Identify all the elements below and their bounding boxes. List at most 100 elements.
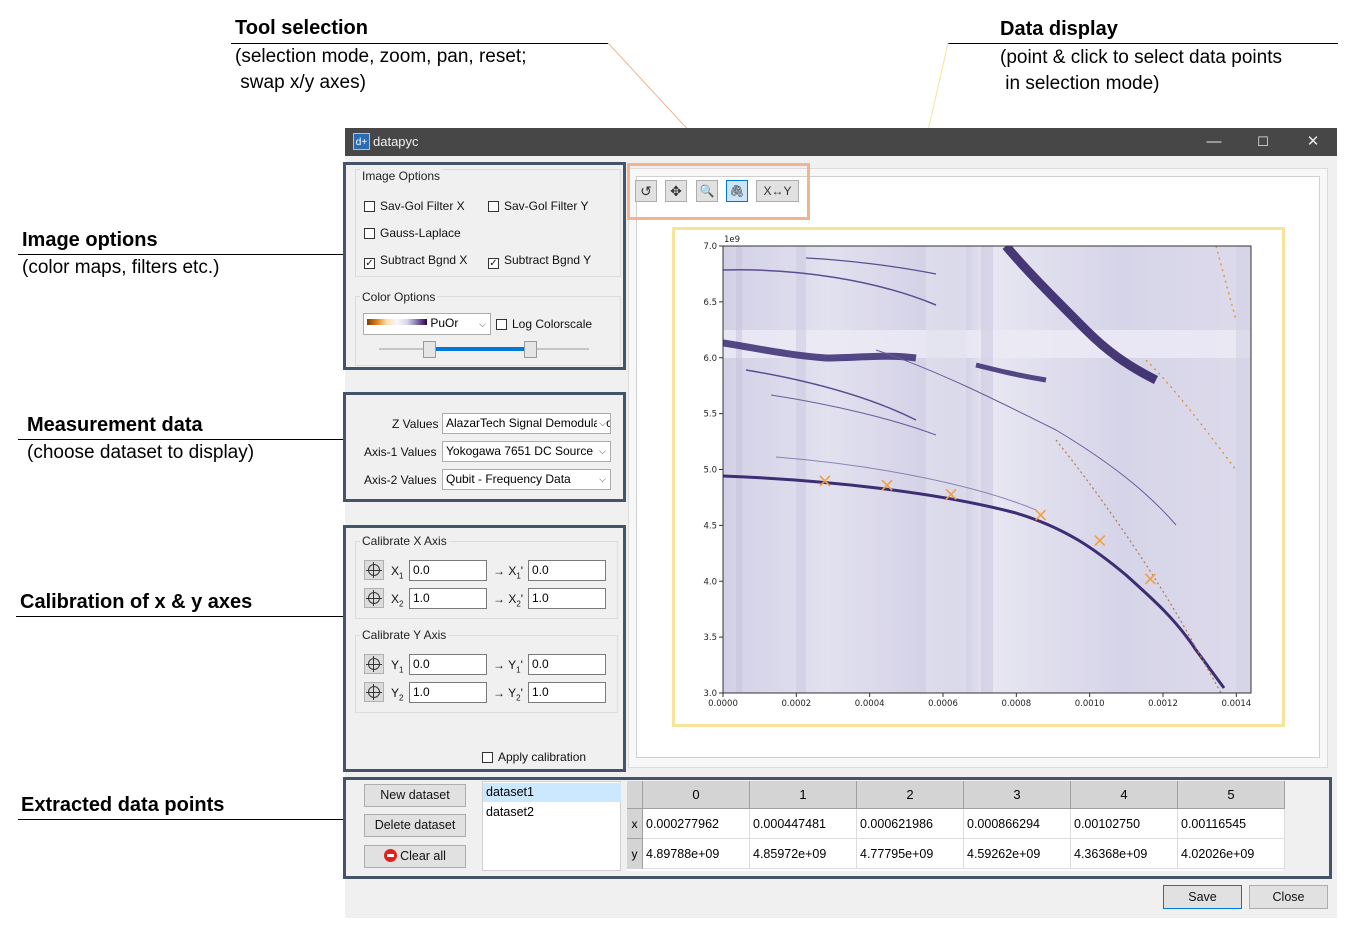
- y2-input[interactable]: 1.0: [409, 682, 487, 703]
- highlight-measurement-data: [343, 392, 626, 502]
- table-cell-y[interactable]: 4.89788e+09: [643, 839, 750, 869]
- colormap-select[interactable]: PuOr ⌵: [363, 313, 491, 335]
- annotation-extracted-title: Extracted data points: [21, 794, 225, 816]
- pan-button[interactable]: ✥: [665, 180, 687, 202]
- log-colorscale-checkbox[interactable]: Log Colorscale: [496, 317, 592, 331]
- table-row-header-x[interactable]: x: [627, 809, 643, 839]
- data-plot[interactable]: 1e9 0.0000 0.0002 0.0004 0.0006 0.0008 0.0010…: [676, 230, 1282, 723]
- table-row-header-y[interactable]: y: [627, 839, 643, 869]
- table-cell-x[interactable]: 0.000447481: [750, 809, 857, 839]
- savgol-y-checkbox[interactable]: Sav-Gol Filter Y: [488, 199, 588, 213]
- x-tick-label: 0.0010: [1075, 699, 1105, 709]
- dataset-list[interactable]: dataset1 dataset2: [482, 781, 621, 871]
- zoom-button[interactable]: 🔍: [696, 180, 718, 202]
- dataset-list-item[interactable]: dataset2: [486, 805, 534, 819]
- color-options-group: Color Options: [355, 290, 621, 366]
- selected-point-marker[interactable]: [945, 488, 957, 500]
- y1-input[interactable]: 0.0: [409, 654, 487, 675]
- table-cell-x[interactable]: 0.00116545: [1178, 809, 1285, 839]
- selected-point-marker[interactable]: [1035, 509, 1047, 521]
- new-dataset-button[interactable]: New dataset: [364, 784, 466, 807]
- table-column-header[interactable]: 3: [964, 781, 1071, 809]
- savgol-x-checkbox[interactable]: Sav-Gol Filter X: [364, 199, 465, 213]
- subtract-bgnd-y-checkbox[interactable]: ✓ Subtract Bgnd Y: [488, 253, 592, 269]
- y2-prime-label: → Y2': [493, 686, 523, 703]
- minimize-button[interactable]: —: [1206, 133, 1222, 150]
- calibrate-x-group: Calibrate X Axis: [355, 534, 618, 619]
- table-column-header[interactable]: 5: [1178, 781, 1285, 809]
- window-title: datapyc: [373, 134, 419, 149]
- table-column-header[interactable]: 4: [1071, 781, 1178, 809]
- annotation-underline: [18, 254, 345, 255]
- x2-pick-target-icon[interactable]: [364, 588, 384, 608]
- save-button[interactable]: Save: [1163, 885, 1242, 909]
- table-cell-y[interactable]: 4.02026e+09: [1178, 839, 1285, 869]
- y1-prime-input[interactable]: 0.0: [528, 654, 606, 675]
- highlight-extracted-points: [343, 777, 1332, 879]
- x-axis: 0.0000 0.0002 0.0004 0.0006 0.0008 0.0010 0.00…: [708, 693, 1251, 709]
- selected-point-marker[interactable]: [881, 479, 893, 491]
- selected-point-marker[interactable]: [1144, 573, 1156, 585]
- annotation-underline: [231, 43, 608, 44]
- color-range-max-handle[interactable]: [524, 341, 537, 358]
- y-axis: 3.0 3.5 4.0 4.5 5.0 5.5 6.0 6.5 7.0: [703, 242, 723, 699]
- table-cell-y[interactable]: 4.85972e+09: [750, 839, 857, 869]
- close-window-button[interactable]: ✕: [1306, 133, 1320, 150]
- y2-pick-target-icon[interactable]: [364, 682, 384, 702]
- table-column-header[interactable]: 1: [750, 781, 857, 809]
- close-button[interactable]: Close: [1249, 885, 1328, 909]
- y-tick-label: 3.5: [703, 633, 717, 643]
- z-values-select[interactable]: AlazarTech Signal Demodulation ⌵: [442, 413, 611, 434]
- table-column-header[interactable]: 0: [643, 781, 750, 809]
- select-mode-button[interactable]: 🖇: [726, 180, 748, 202]
- color-options-title: Color Options: [360, 290, 438, 304]
- table-cell-y[interactable]: 4.77795e+09: [857, 839, 964, 869]
- image-options-group: Image Options: [355, 169, 621, 277]
- x1-prime-input[interactable]: 0.0: [528, 560, 606, 581]
- y2-prime-input[interactable]: 1.0: [528, 682, 606, 703]
- table-cell-x[interactable]: 0.000866294: [964, 809, 1071, 839]
- x2-label: X2: [391, 592, 404, 609]
- subtract-bgnd-x-checkbox[interactable]: ✓ Subtract Bgnd X: [364, 253, 468, 269]
- annotation-tool-selection-line1: (selection mode, zoom, pan, reset;: [235, 46, 527, 67]
- apply-calibration-checkbox[interactable]: Apply calibration: [482, 750, 586, 764]
- table-column-header[interactable]: 2: [857, 781, 964, 809]
- x-tick-label: 0.0004: [855, 699, 885, 709]
- x2-input[interactable]: 1.0: [409, 588, 487, 609]
- y1-label: Y1: [391, 658, 404, 675]
- table-cell-y[interactable]: 4.36368e+09: [1071, 839, 1178, 869]
- dataset-list-item[interactable]: dataset1: [483, 783, 621, 802]
- selected-point-marker[interactable]: [1094, 535, 1106, 547]
- table-cell-x[interactable]: 0.000277962: [643, 809, 750, 839]
- calibrate-y-title: Calibrate Y Axis: [360, 628, 449, 642]
- reset-view-button[interactable]: ↺: [635, 180, 657, 202]
- axis2-values-select[interactable]: Qubit - Frequency Data ⌵: [442, 469, 611, 490]
- axis1-values-select[interactable]: Yokogawa 7651 DC Source ⌵: [442, 441, 611, 462]
- table-cell-y[interactable]: 4.59262e+09: [964, 839, 1071, 869]
- clear-all-button[interactable]: Clear all: [364, 845, 466, 868]
- selected-point-marker[interactable]: [819, 475, 831, 487]
- table-cell-x[interactable]: 0.00102750: [1071, 809, 1178, 839]
- table-cell-x[interactable]: 0.000621986: [857, 809, 964, 839]
- y-tick-label: 3.0: [703, 689, 717, 699]
- highlight-tool-selection: [627, 163, 810, 220]
- data-points-table: 0 1 2 3 4 5 x y 0.000277962 0.000447481 …: [627, 781, 1285, 871]
- annotation-data-display-line2: in selection mode): [1000, 73, 1160, 94]
- no-entry-icon: [384, 849, 398, 862]
- x-tick-label: 0.0008: [1001, 699, 1031, 709]
- x-tick-label: 0.0006: [928, 699, 958, 709]
- y1-pick-target-icon[interactable]: [364, 654, 384, 674]
- x1-input[interactable]: 0.0: [409, 560, 487, 581]
- annotation-data-display-line1: (point & click to select data points: [1000, 47, 1282, 68]
- x2-prime-input[interactable]: 1.0: [528, 588, 606, 609]
- maximize-button[interactable]: ☐: [1257, 134, 1269, 149]
- colormap-value: PuOr: [430, 316, 459, 330]
- y-tick-label: 4.0: [703, 577, 717, 587]
- annotation-image-options-line1: (color maps, filters etc.): [22, 257, 220, 278]
- delete-dataset-button[interactable]: Delete dataset: [364, 814, 466, 837]
- gauss-laplace-checkbox[interactable]: Gauss-Laplace: [364, 226, 461, 240]
- swap-axes-button[interactable]: X↔Y: [756, 180, 799, 202]
- x1-pick-target-icon[interactable]: [364, 560, 384, 580]
- color-range-min-handle[interactable]: [423, 341, 436, 358]
- title-bar[interactable]: d+ datapyc — ☐ ✕: [345, 128, 1337, 156]
